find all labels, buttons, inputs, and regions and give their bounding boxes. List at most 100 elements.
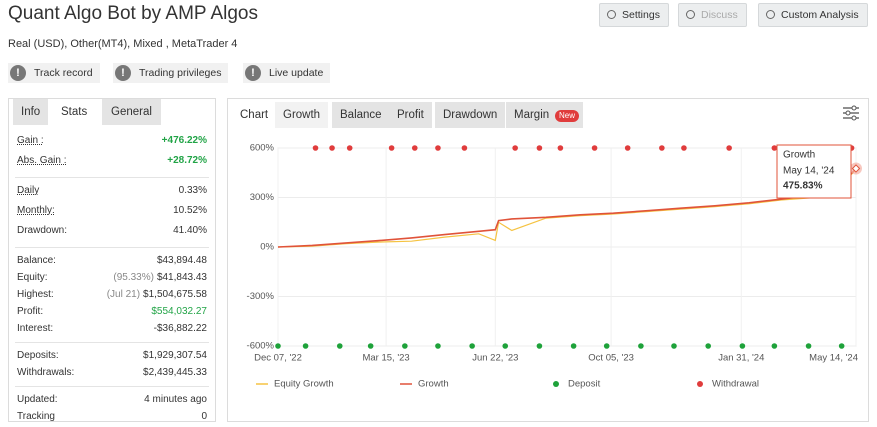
stat-row: Equity: (95.33%) $41,843.43 [17,272,207,288]
separator [15,247,209,248]
separator [15,177,209,178]
stat-value: 41.40% [173,225,207,236]
stat-row: Highest: (Jul 21) $1,504,675.58 [17,289,207,305]
stat-value: $2,439,445.33 [143,367,207,378]
stat-row: Tracking 0 [17,411,207,427]
event-dot [739,343,746,349]
separator [15,342,209,343]
x-tick-label: May 14, '24 [809,353,858,364]
stat-row: Abs. Gain : +28.72% [17,155,207,171]
x-tick-label: Jun 22, '23 [472,353,518,364]
tab[interactable]: Chart [232,102,277,128]
stat-note: (95.33%) [113,272,154,283]
separator [15,386,209,387]
stat-value: 4 minutes ago [144,394,207,405]
stat-value-text: 10.52% [173,205,207,216]
x-tick-label: Dec 07, '22 [254,353,302,364]
event-dot [681,145,687,151]
legend-label: Growth [418,379,449,390]
options-icon[interactable] [842,105,860,121]
custom-analysis-button[interactable]: Custom Analysis [758,3,868,27]
event-dot [275,343,281,349]
stat-value: 0.33% [179,185,207,196]
stat-value-text: 0.33% [178,185,207,196]
tab[interactable]: Profit [389,102,432,128]
event-dot [805,343,812,349]
event-dot [461,145,468,151]
event-dot [671,343,677,349]
tooltip-value: 475.83% [783,181,823,192]
tooltip-box [776,144,852,199]
stat-value-text: -$36,882.22 [153,323,207,334]
title: Quant Algo Bot by AMP Algos [8,3,258,24]
legend-label: Withdrawal [712,379,759,390]
stat-row: Balance: $43,894.48 [17,255,207,271]
tooltip-title: Growth [783,150,815,161]
event-dot [771,145,778,151]
stat-label: Daily [17,185,40,196]
stat-value: (Jul 21) $1,504,675.58 [107,289,207,300]
stat-note: (Jul 21) [106,289,141,300]
stat-value-text: $2,439,445.33 [143,367,207,378]
stat-value: +28.72% [167,155,207,166]
badge: Live update [243,63,331,83]
event-dot [312,145,319,151]
stat-value: (95.33%) $41,843.43 [113,272,207,283]
event-dot [603,343,610,349]
stat-label: Gain : [17,135,44,146]
stat-row: Drawdown: 41.40% [17,225,207,241]
stat-row: Profit: $554,032.27 [17,306,207,322]
legend-swatch [553,381,559,387]
tooltip-date: May 14, '24 [783,166,835,177]
x-tick-label: Oct 05, '23 [588,353,634,364]
event-dot [536,343,543,349]
stat-value-text: 41.40% [173,225,207,236]
tab[interactable]: Info [13,99,49,125]
event-dot [435,343,441,349]
stats-panel: Info Stats General Gain : +476.22% Abs. Ga… [8,98,216,422]
event-dot [638,343,644,349]
stat-label: Balance: [17,255,56,266]
stat-value: 10.52% [173,205,207,216]
stat-value-text: $43,894.48 [156,255,207,266]
new-badge: New [555,110,580,122]
stat-value-text: 4 minutes ago [144,394,207,405]
stat-value: 0 [201,411,207,422]
stat-label: Abs. Gain : [17,155,67,166]
tab[interactable]: Growth [275,102,329,128]
stat-value: +476.22% [162,135,207,146]
settings-button[interactable]: Settings [599,3,669,27]
discuss-button[interactable]: Discuss [678,3,747,27]
stat-row: Gain : +476.22% [17,135,207,151]
event-dot [726,145,732,151]
event-dot [705,343,711,349]
event-dot [435,145,441,151]
event-dot [624,145,631,151]
event-dot [659,145,665,151]
y-tick-label: 600% [250,143,275,154]
stat-value: -$36,882.22 [154,323,207,334]
stat-label: Tracking [17,411,55,422]
tab[interactable]: Stats [53,99,96,125]
stat-value-text: 0 [201,411,207,422]
event-dot [329,145,335,151]
x-tick-label: Jan 31, '24 [718,353,764,364]
badge: Track record [8,63,100,83]
event-dot [536,145,543,151]
tooltip-marker [851,164,861,173]
stat-row: Monthly: 10.52% [17,205,207,221]
stat-value-text: $554,032.27 [151,306,207,317]
event-dot [346,145,353,151]
stat-value: $43,894.48 [157,255,207,266]
event-dot [302,343,309,349]
tab[interactable]: Drawdown [435,102,506,128]
stat-value-text: $1,504,675.58 [143,289,207,300]
series-line [277,168,857,248]
event-dot [570,343,577,349]
tab[interactable]: General [102,99,161,125]
stat-row: Deposits: $1,929,307.54 [17,350,207,366]
stat-label: Deposits: [17,350,59,361]
tab[interactable]: Balance [332,102,390,128]
legend-label: Equity Growth [274,379,334,390]
x-tick-label: Mar 15, '23 [362,353,409,364]
